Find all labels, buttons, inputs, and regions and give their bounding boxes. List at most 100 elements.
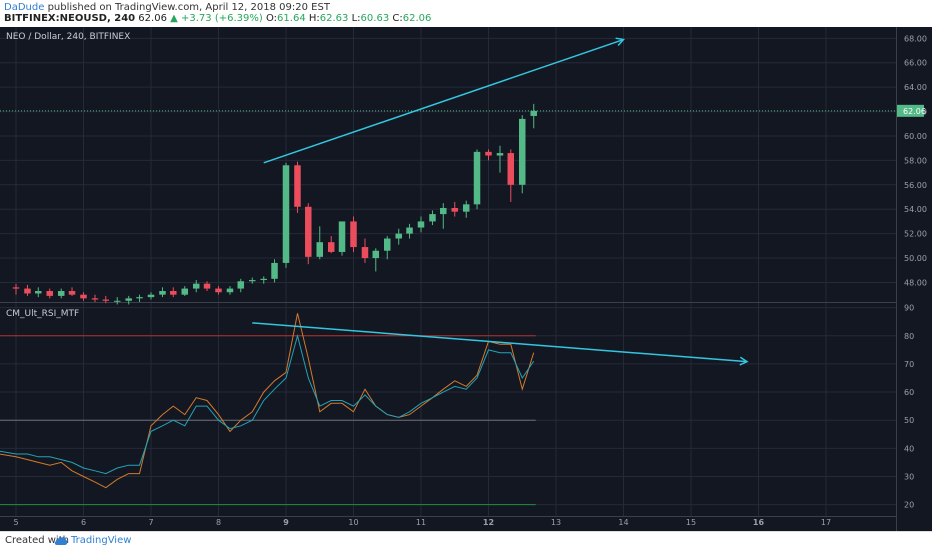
candle-up bbox=[282, 165, 290, 263]
candle-up bbox=[271, 262, 278, 279]
candle-down bbox=[215, 288, 222, 293]
last-price-badge bbox=[897, 104, 924, 117]
x-tick-label: 7 bbox=[148, 518, 153, 527]
close-value: 62.06 bbox=[402, 13, 432, 24]
candle-up bbox=[384, 238, 391, 251]
high-value: 62.63 bbox=[319, 13, 349, 24]
price-tick-label: 52.00 bbox=[904, 230, 927, 239]
footer: Created with TradingView bbox=[0, 531, 932, 551]
price-tick-label: 56.00 bbox=[904, 181, 927, 190]
candle-up bbox=[473, 151, 481, 205]
candle-down bbox=[170, 291, 177, 295]
rsi-tick-label: 30 bbox=[904, 472, 914, 481]
candle-up bbox=[226, 288, 234, 293]
candle-up bbox=[147, 294, 155, 298]
x-tick-label: 17 bbox=[821, 518, 831, 527]
candle-down bbox=[507, 153, 515, 185]
candle-down bbox=[12, 287, 20, 289]
price-trendline-arrow[interactable] bbox=[263, 37, 625, 164]
candle-down bbox=[485, 151, 492, 156]
candle-up bbox=[316, 242, 323, 257]
author-link[interactable]: DaDude bbox=[4, 2, 45, 13]
candle-up bbox=[462, 204, 470, 212]
rsi-tick-label: 90 bbox=[904, 304, 914, 313]
candle-down bbox=[24, 288, 31, 294]
rsi-tick-label: 50 bbox=[904, 416, 914, 425]
close-label: C: bbox=[392, 13, 403, 24]
price-tick-label: 50.00 bbox=[904, 254, 927, 263]
candle-up bbox=[114, 300, 121, 302]
candle-up bbox=[519, 118, 526, 185]
tradingview-cloud-icon bbox=[54, 537, 68, 545]
candle-down bbox=[46, 291, 53, 296]
candle-up bbox=[260, 278, 267, 281]
open-label: O: bbox=[265, 13, 278, 24]
candle-up bbox=[57, 291, 65, 296]
created-with-text: Created with bbox=[5, 535, 69, 546]
candle-up bbox=[35, 291, 42, 294]
chart-svg[interactable]: 5 6 7 8 9 10 11 12 13 14 15 16 17 48.00 50.00 52.00 54.0… bbox=[0, 27, 932, 531]
candle-up bbox=[192, 283, 200, 289]
candle-down bbox=[203, 283, 211, 289]
candle-up bbox=[440, 208, 447, 215]
candle-down bbox=[361, 247, 369, 259]
rsi-series-fast bbox=[0, 313, 535, 489]
rsi-trendline-arrow-arrowhead bbox=[739, 356, 749, 366]
candle-up bbox=[136, 297, 143, 299]
rsi-indicator-title: CM_Ult_RSI_MTF bbox=[6, 309, 79, 319]
high-label: H: bbox=[308, 13, 320, 24]
publish-text: published on TradingView.com, April 12, … bbox=[47, 2, 330, 13]
rsi-tick-label: 80 bbox=[904, 332, 914, 341]
price-trendline-arrow-arrowhead bbox=[615, 37, 625, 46]
x-tick-label: 16 bbox=[753, 518, 765, 527]
price-tick-label: 66.00 bbox=[904, 59, 927, 68]
x-tick-label: 13 bbox=[551, 518, 561, 527]
price-trendline-arrow-segment[interactable] bbox=[263, 38, 624, 164]
rsi-trendline-arrow-segment[interactable] bbox=[252, 322, 748, 363]
candle-down bbox=[451, 208, 458, 212]
candle-up bbox=[237, 281, 245, 289]
candle-up bbox=[429, 214, 436, 222]
rsi-tick-label: 60 bbox=[904, 388, 914, 397]
rsi-series-slow bbox=[0, 333, 535, 475]
candle-down bbox=[294, 165, 301, 207]
candle-down bbox=[102, 299, 110, 301]
symbol-info: BITFINEX:NEOUSD, 240 62.06 ▲ +3.73 (+6.3… bbox=[4, 13, 431, 24]
candle-up bbox=[249, 280, 256, 282]
candle-down bbox=[91, 298, 99, 300]
x-tick-label: 9 bbox=[283, 518, 289, 527]
candle-up bbox=[372, 250, 380, 259]
rsi-tick-label: 40 bbox=[904, 444, 914, 453]
x-tick-label: 8 bbox=[216, 518, 221, 527]
tradingview-brand-link[interactable]: TradingView bbox=[71, 535, 132, 546]
low-value: 60.63 bbox=[360, 13, 390, 24]
candle-up bbox=[181, 288, 188, 295]
candle-up bbox=[417, 221, 425, 228]
price-chart-title: NEO / Dollar, 240, BITFINEX bbox=[6, 32, 130, 42]
price-tick-label: 64.00 bbox=[904, 83, 927, 92]
publish-info: DaDude published on TradingView.com, Apr… bbox=[4, 2, 330, 13]
x-tick-label: 15 bbox=[686, 518, 696, 527]
candle-up bbox=[530, 110, 537, 116]
price-change: ▲ +3.73 (+6.39%) bbox=[170, 13, 263, 24]
candle-down bbox=[305, 206, 312, 257]
x-tick-label: 11 bbox=[416, 518, 426, 527]
price-value: 62.06 bbox=[138, 13, 167, 24]
x-tick-label: 14 bbox=[618, 518, 628, 527]
last-price-label: 62.06 bbox=[903, 107, 926, 116]
symbol-label: BITFINEX:NEOUSD, 240 bbox=[4, 13, 136, 24]
price-tick-label: 68.00 bbox=[904, 34, 927, 43]
candle-down bbox=[80, 294, 87, 299]
x-tick-label: 5 bbox=[13, 518, 18, 527]
candle-up bbox=[406, 227, 413, 234]
chart-area[interactable]: 5 6 7 8 9 10 11 12 13 14 15 16 17 48.00 50.00 52.00 54.0… bbox=[0, 27, 932, 531]
rsi-tick-label: 20 bbox=[904, 501, 914, 510]
x-tick-label: 12 bbox=[483, 518, 494, 527]
candle-down bbox=[350, 221, 357, 248]
rsi-trendline-arrow[interactable] bbox=[252, 322, 749, 366]
x-tick-label: 6 bbox=[81, 518, 86, 527]
rsi-tick-label: 70 bbox=[904, 360, 914, 369]
candle-down bbox=[68, 291, 76, 295]
candle-up bbox=[125, 298, 132, 301]
candle-down bbox=[327, 242, 335, 252]
